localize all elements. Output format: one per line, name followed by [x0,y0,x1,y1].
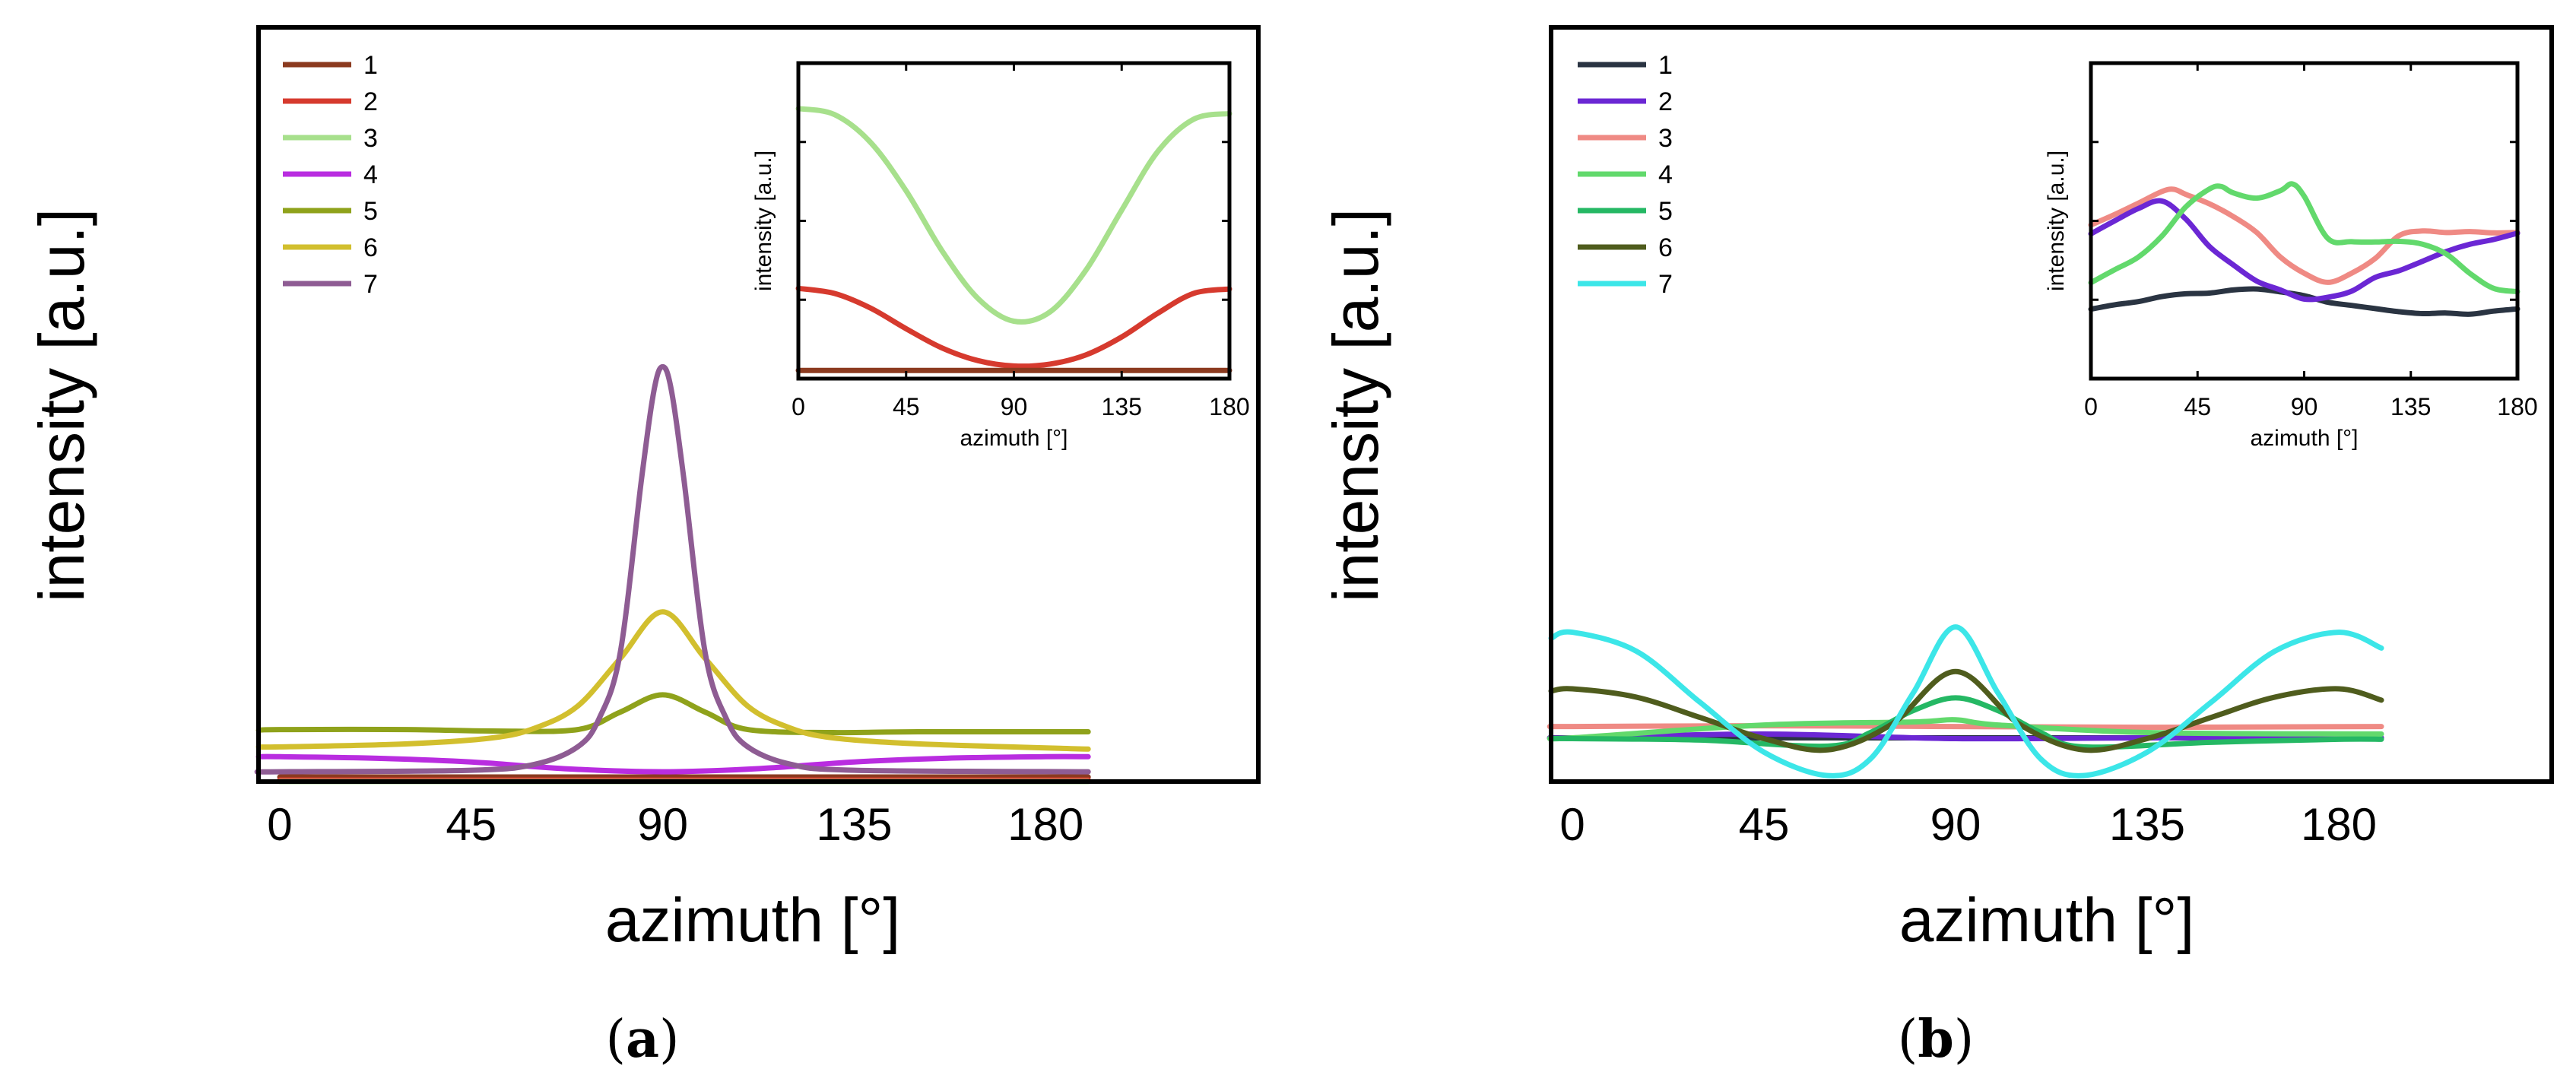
panel-label-a-letter: a [626,1009,659,1070]
xtick-label-a-45: 45 [446,799,496,850]
ylabel-a: intensity [a.u.] [26,208,97,602]
inset-xtick-label-a-90: 90 [1001,393,1028,420]
plot-frame-b [1549,25,2554,784]
panel-label-b: (b) [1898,1009,1975,1070]
xtick-label-a-180: 180 [1007,799,1083,850]
inset-xtick-label-a-45: 45 [893,393,920,420]
panel-label-b-close: ) [1954,1010,1975,1070]
legend-label-a-5: 5 [363,197,378,226]
series-line-a-7 [254,363,1091,775]
legend-label-b-6: 6 [1658,233,1673,262]
legend-label-b-4: 4 [1658,160,1673,189]
legend-label-b-5: 5 [1658,197,1673,226]
legend-label-a-7: 7 [363,270,378,299]
xtick-label-b-90: 90 [1930,799,1981,850]
panel-label-b-open: ( [1898,1010,1918,1070]
legend-label-a-3: 3 [363,124,378,153]
inset-xlabel-a: azimuth [°] [960,426,1068,451]
panel-label-a-open: ( [605,1010,626,1070]
panel-a: intensity [a.u.] azimuth [°] (a) 0 45 90 13… [26,25,1261,1070]
inset-xtick-label-b-45: 45 [2184,393,2211,420]
panel-label-b-letter: b [1918,1009,1954,1070]
inset-xtick-label-b-135: 135 [2390,393,2431,420]
inset-xtick-label-a-135: 135 [1102,393,1142,420]
xlabel-a: azimuth [°] [605,886,900,955]
inset-ylabel-b: intensity [a.u.] [2044,151,2069,291]
legend-label-b-2: 2 [1658,87,1673,116]
legend-label-b-3: 3 [1658,124,1673,153]
inset-xtick-label-b-0: 0 [2084,393,2098,420]
xtick-label-a-90: 90 [637,799,688,850]
inset-a: 0 45 90 135 180 azimuth [°] intensity [a.u.] [751,61,1250,451]
inset-ylabel-a: intensity [a.u.] [751,151,776,291]
legend-label-a-1: 1 [363,51,378,80]
series-line-a-5 [255,692,1091,736]
xlabel-b: azimuth [°] [1899,886,2194,955]
inset-b: 0 45 90 135 180 azimuth [°] intensity [a.u.] [2044,61,2538,451]
series-line-b-5 [1548,695,2384,750]
xtick-label-a-0: 0 [267,799,292,850]
panel-b: intensity [a.u.] azimuth [°] (b) 0 45 90 13… [1320,25,2554,1070]
inset-series-line-b-3 [2088,186,2520,285]
inset-xtick-label-a-180: 180 [1209,393,1249,420]
series-line-b-6 [1548,668,2384,753]
inset-xlabel-b: azimuth [°] [2250,426,2358,451]
xtick-label-b-0: 0 [1559,799,1585,850]
legend-label-a-4: 4 [363,160,378,189]
series-line-b-3 [1547,723,2384,731]
xtick-label-a-135: 135 [816,799,892,850]
ylabel-b: intensity [a.u.] [1320,208,1391,602]
inset-xtick-label-a-0: 0 [792,393,805,420]
inset-xtick-label-b-180: 180 [2497,393,2537,420]
legend-label-b-1: 1 [1658,51,1673,80]
legend-label-b-7: 7 [1658,270,1673,299]
panel-label-a-close: ) [659,1010,680,1070]
legend-label-a-2: 2 [363,87,378,116]
plot-frame-a [256,25,1261,784]
series-line-a-4 [255,753,1091,775]
series-line-a-6 [255,609,1091,752]
inset-series-line-a-2 [795,285,1232,369]
inset-series-line-a-3 [795,106,1232,325]
panel-label-a: (a) [605,1009,679,1070]
xtick-label-b-135: 135 [2109,799,2185,850]
inset-series-line-b-1 [2088,286,2520,317]
series-line-b-7 [1548,624,2384,779]
legend-label-a-6: 6 [363,233,378,262]
inset-background-a [798,63,1229,379]
inset-xtick-label-b-90: 90 [2291,393,2318,420]
inset-series-line-b-4 [2088,181,2520,294]
xtick-label-b-45: 45 [1739,799,1790,850]
inset-background-b [2091,63,2517,379]
xtick-label-b-180: 180 [2301,799,2377,850]
